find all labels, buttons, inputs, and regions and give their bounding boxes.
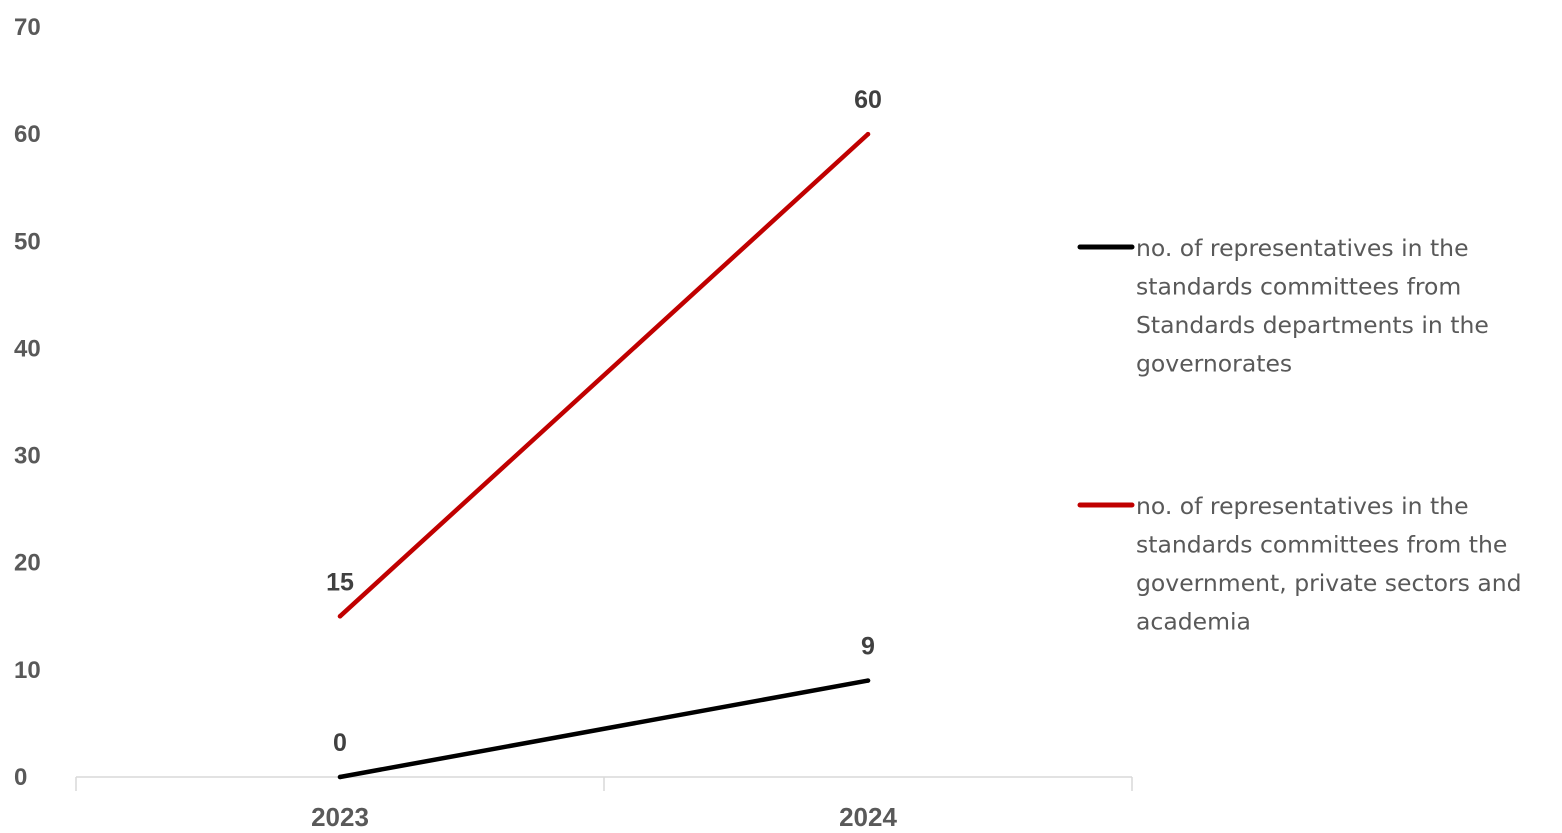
data-label-series-0-point-0: 0 bbox=[333, 729, 347, 757]
y-tick-label-6: 60 bbox=[14, 121, 41, 148]
series-line-0 bbox=[337, 678, 871, 780]
series-layer bbox=[337, 131, 871, 780]
y-tick-label-1: 10 bbox=[14, 657, 41, 684]
series-0-point-1 bbox=[865, 678, 871, 683]
series-1-point-1 bbox=[865, 131, 871, 137]
data-labels: 0 9 15 60 bbox=[326, 86, 882, 757]
legend-label-1-line-2: government, private sectors and bbox=[1136, 569, 1522, 597]
legend-label-0-line-2: Standards departments in the bbox=[1136, 311, 1489, 339]
legend-label-0-line-3: governorates bbox=[1136, 350, 1292, 378]
x-category-label-1: 2024 bbox=[839, 802, 897, 832]
x-category-label-0: 2023 bbox=[311, 802, 369, 832]
legend-entry-0: no. of representatives in the standards c… bbox=[1077, 234, 1489, 378]
y-axis: 0 10 20 30 40 50 60 70 bbox=[14, 14, 41, 791]
y-tick-label-0: 0 bbox=[14, 764, 27, 791]
legend-label-1-line-3: academia bbox=[1136, 608, 1251, 636]
legend-label-0-line-1: standards committees from bbox=[1136, 273, 1461, 301]
legend-label-1-line-1: standards committees from the bbox=[1136, 531, 1507, 559]
series-1-point-0 bbox=[337, 614, 343, 619]
data-label-series-0-point-1: 9 bbox=[861, 633, 875, 661]
legend-label-1-line-0: no. of representatives in the bbox=[1136, 492, 1469, 520]
legend: no. of representatives in the standards c… bbox=[1077, 234, 1522, 636]
series-0-point-0 bbox=[337, 774, 343, 780]
legend-label-0-line-0: no. of representatives in the bbox=[1136, 234, 1469, 262]
series-line-1 bbox=[337, 131, 871, 619]
y-tick-label-3: 30 bbox=[14, 443, 41, 470]
y-tick-label-7: 70 bbox=[14, 14, 41, 41]
y-tick-label-2: 20 bbox=[14, 550, 41, 577]
x-axis: 2023 2024 bbox=[75, 776, 1133, 832]
y-tick-label-5: 50 bbox=[14, 228, 41, 255]
data-label-series-1-point-0: 15 bbox=[326, 568, 354, 596]
data-label-series-1-point-1: 60 bbox=[854, 86, 882, 114]
y-tick-label-4: 40 bbox=[14, 335, 41, 362]
legend-entry-1: no. of representatives in the standards c… bbox=[1077, 492, 1522, 636]
